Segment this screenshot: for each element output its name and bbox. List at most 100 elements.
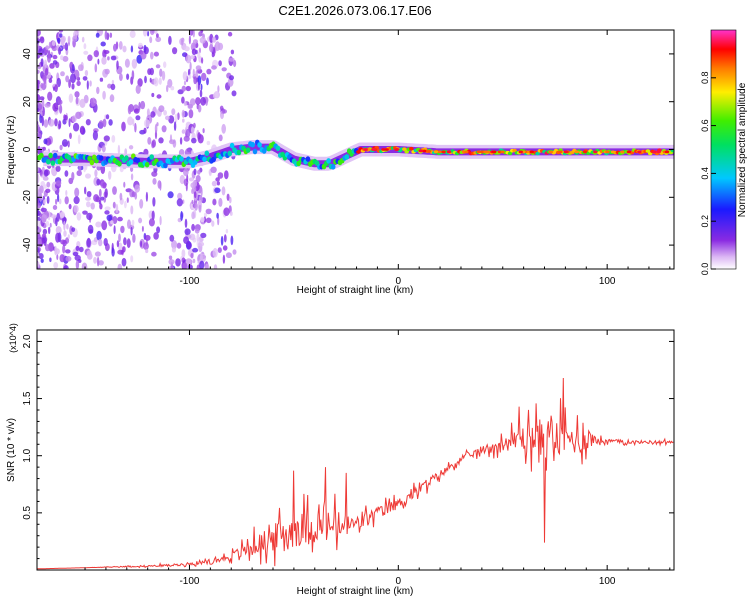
heatmap-noise-cell bbox=[96, 178, 101, 186]
heatmap-noise-cell bbox=[51, 214, 57, 219]
heatmap-noise-cell bbox=[109, 94, 115, 103]
snr-series-line bbox=[37, 377, 674, 570]
spectrogram-y-tick-label: 20 bbox=[22, 96, 33, 108]
heatmap-noise-cell bbox=[101, 56, 107, 65]
heatmap-noise-cell bbox=[101, 220, 108, 231]
heatmap-noise-cell bbox=[168, 35, 172, 46]
heatmap-noise-cell bbox=[52, 102, 59, 112]
heatmap-peak-cell bbox=[483, 150, 488, 154]
heatmap-noise-cell bbox=[96, 256, 100, 267]
heatmap-noise-cell bbox=[163, 110, 168, 116]
heatmap-noise-cell bbox=[37, 261, 40, 268]
heatmap-noise-cell bbox=[230, 235, 234, 246]
heatmap-noise-cell bbox=[168, 139, 176, 145]
heatmap-noise-cell bbox=[45, 188, 51, 193]
heatmap-noise-cell bbox=[211, 180, 217, 187]
heatmap-noise-cell bbox=[55, 217, 58, 227]
heatmap-noise-cell bbox=[99, 77, 104, 82]
heatmap-noise-cell bbox=[68, 203, 72, 210]
heatmap-noise-cell bbox=[127, 116, 134, 126]
heatmap-noise-cell bbox=[232, 249, 237, 255]
heatmap-noise-cell bbox=[49, 63, 55, 69]
heatmap-noise-cell bbox=[57, 193, 60, 203]
heatmap-noise-cell bbox=[43, 199, 46, 205]
heatmap-noise-cell bbox=[63, 265, 69, 269]
snr-y-tick-label: 2.0 bbox=[22, 334, 33, 348]
heatmap-noise-cell bbox=[202, 128, 205, 134]
colorbar-tick-label: 0.0 bbox=[700, 263, 710, 276]
heatmap-noise-cell bbox=[117, 263, 123, 269]
snr-y-tick-label: 1.0 bbox=[22, 448, 33, 462]
heatmap-noise-cell bbox=[89, 80, 92, 87]
heatmap-noise-cell bbox=[94, 169, 98, 178]
colorbar-ticks: 0.0 0.2 0.4 0.6 0.8 bbox=[700, 72, 716, 276]
heatmap-noise-cell bbox=[74, 30, 80, 36]
heatmap-noise-cell bbox=[75, 111, 82, 120]
heatmap-noise-cell bbox=[55, 226, 62, 235]
heatmap-noise-cell bbox=[62, 244, 66, 254]
heatmap-noise-cell bbox=[190, 182, 196, 189]
heatmap-noise-cell bbox=[197, 169, 201, 175]
heatmap-noise-cell bbox=[167, 78, 173, 88]
heatmap-noise-cell bbox=[214, 187, 221, 194]
heatmap-noise-cell bbox=[87, 224, 94, 234]
heatmap-noise-cell bbox=[118, 233, 121, 243]
heatmap-noise-cell bbox=[134, 122, 137, 133]
heatmap-noise-cell bbox=[90, 97, 97, 107]
heatmap-noise-cell bbox=[229, 75, 234, 81]
heatmap-noise-cell bbox=[110, 220, 114, 225]
heatmap-ridge-cell bbox=[344, 154, 350, 160]
heatmap-noise-cell bbox=[193, 168, 197, 175]
snr-plot-frame bbox=[36, 329, 675, 571]
heatmap-noise-cell bbox=[37, 107, 40, 113]
heatmap-peak-cell bbox=[610, 150, 616, 154]
heatmap-noise-cell bbox=[119, 192, 123, 201]
heatmap-noise-cell bbox=[151, 251, 157, 257]
heatmap-noise-cell bbox=[42, 176, 49, 181]
heatmap-noise-cell bbox=[103, 238, 108, 247]
heatmap-noise-cell bbox=[183, 80, 187, 86]
heatmap-noise-cell bbox=[85, 119, 91, 126]
heatmap-noise-cell bbox=[185, 182, 188, 192]
spectrogram-ticks: -100 0 100 -40 -20 0 20 40 bbox=[22, 30, 674, 287]
heatmap-noise-cell bbox=[196, 233, 200, 242]
snr-y-tick-label: 1.5 bbox=[22, 391, 33, 405]
heatmap-noise-cell bbox=[217, 247, 222, 254]
heatmap-noise-cell bbox=[41, 214, 47, 223]
heatmap-noise-cell bbox=[186, 241, 192, 250]
heatmap-noise-cell bbox=[42, 228, 48, 235]
heatmap-noise-cell bbox=[134, 184, 141, 193]
heatmap-noise-cell bbox=[135, 84, 141, 94]
heatmap-noise-cell bbox=[118, 242, 123, 251]
heatmap-noise-cell bbox=[130, 205, 134, 215]
heatmap-noise-cell bbox=[171, 247, 176, 253]
heatmap-noise-cell bbox=[99, 196, 105, 201]
heatmap-ridge-cell bbox=[236, 149, 242, 156]
heatmap-noise-cell bbox=[46, 195, 50, 204]
heatmap-noise-cell bbox=[179, 38, 185, 46]
heatmap-noise-cell bbox=[49, 222, 52, 228]
heatmap-noise-cell bbox=[194, 202, 198, 211]
heatmap-noise-cell bbox=[40, 58, 44, 67]
heatmap-noise-cell bbox=[84, 70, 89, 77]
heatmap-noise-cell bbox=[61, 139, 69, 147]
heatmap-noise-cell bbox=[76, 80, 81, 87]
heatmap-noise-cell bbox=[63, 230, 67, 237]
heatmap-noise-cell bbox=[219, 105, 224, 111]
heatmap-noise-cell bbox=[37, 202, 42, 209]
heatmap-noise-cell bbox=[156, 94, 162, 99]
snr-y-multiplier: (x10^4) bbox=[8, 323, 18, 353]
heatmap-noise-cell bbox=[214, 91, 219, 98]
heatmap-noise-cell bbox=[229, 196, 232, 204]
heatmap-noise-cell bbox=[217, 42, 224, 51]
heatmap-ridge-cell bbox=[227, 150, 233, 157]
heatmap-ridge-cell bbox=[330, 164, 336, 170]
heatmap-noise-cell bbox=[222, 245, 228, 251]
heatmap-noise-cell bbox=[73, 205, 79, 213]
heatmap-noise-cell bbox=[122, 246, 126, 253]
heatmap-noise-cell bbox=[191, 137, 197, 144]
heatmap-ridge-cell bbox=[124, 155, 129, 161]
heatmap-noise-cell bbox=[152, 178, 157, 185]
heatmap-noise-cell bbox=[183, 168, 189, 177]
heatmap-noise-cell bbox=[140, 100, 146, 110]
